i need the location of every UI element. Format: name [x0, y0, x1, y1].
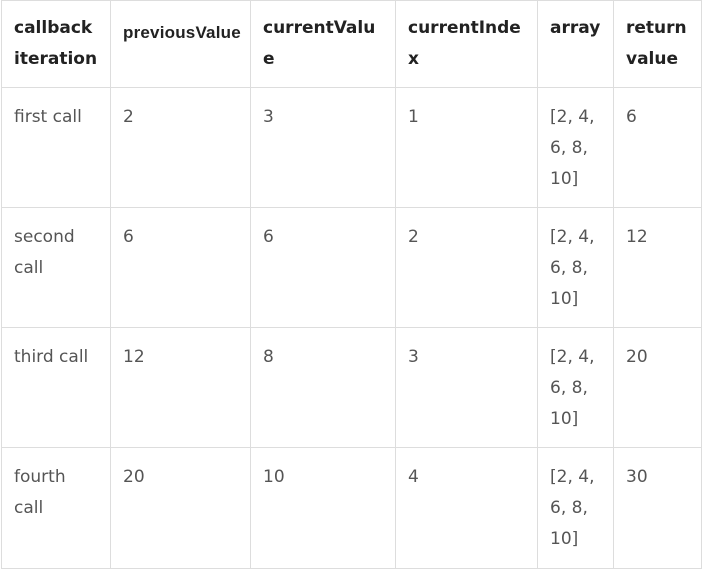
cell-current-index: 1 — [395, 87, 538, 208]
cell-previous-value: 20 — [110, 447, 251, 569]
cell-previous-value: 2 — [110, 87, 251, 208]
cell-callback-iteration: third call — [1, 327, 111, 448]
header-current-value: currentValue — [250, 0, 396, 88]
cell-previous-value: 12 — [110, 327, 251, 448]
cell-return-value: 6 — [613, 87, 702, 208]
table-header: callback iteration previousValue current… — [1, 0, 702, 88]
cell-current-index: 4 — [395, 447, 538, 569]
cell-callback-iteration: fourth call — [1, 447, 111, 569]
cell-current-value: 6 — [250, 207, 396, 328]
header-previous-value: previousValue — [110, 0, 251, 88]
cell-return-value: 12 — [613, 207, 702, 328]
header-row: callback iteration previousValue current… — [1, 0, 702, 88]
table-row: second call 6 6 2 [2, 4, 6, 8, 10] 12 — [1, 207, 702, 328]
cell-array: [2, 4, 6, 8, 10] — [537, 87, 614, 208]
header-current-index: currentIndex — [395, 0, 538, 88]
cell-return-value: 30 — [613, 447, 702, 569]
cell-current-index: 2 — [395, 207, 538, 328]
cell-current-value: 10 — [250, 447, 396, 569]
header-callback-iteration: callback iteration — [1, 0, 111, 88]
table-body: first call 2 3 1 [2, 4, 6, 8, 10] 6 seco… — [1, 87, 702, 569]
cell-current-index: 3 — [395, 327, 538, 448]
cell-previous-value: 6 — [110, 207, 251, 328]
cell-array: [2, 4, 6, 8, 10] — [537, 447, 614, 569]
header-return-value: return value — [613, 0, 702, 88]
cell-current-value: 8 — [250, 327, 396, 448]
table-row: first call 2 3 1 [2, 4, 6, 8, 10] 6 — [1, 87, 702, 208]
cell-callback-iteration: first call — [1, 87, 111, 208]
cell-callback-iteration: second call — [1, 207, 111, 328]
header-array: array — [537, 0, 614, 88]
table-row: third call 12 8 3 [2, 4, 6, 8, 10] 20 — [1, 327, 702, 448]
table-row: fourth call 20 10 4 [2, 4, 6, 8, 10] 30 — [1, 447, 702, 569]
cell-array: [2, 4, 6, 8, 10] — [537, 327, 614, 448]
cell-current-value: 3 — [250, 87, 396, 208]
cell-array: [2, 4, 6, 8, 10] — [537, 207, 614, 328]
cell-return-value: 20 — [613, 327, 702, 448]
